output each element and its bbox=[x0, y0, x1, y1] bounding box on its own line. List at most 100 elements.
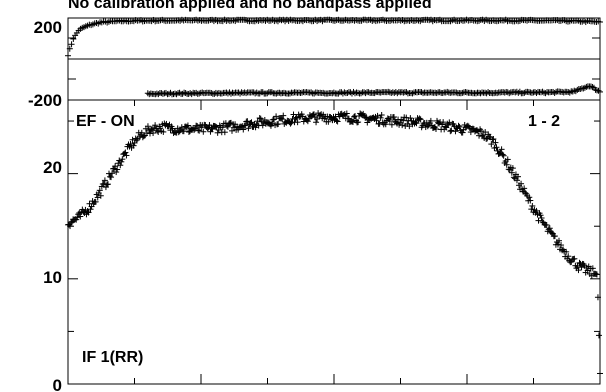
data-point bbox=[455, 122, 462, 129]
data-point bbox=[546, 225, 553, 232]
data-point bbox=[94, 194, 101, 201]
baseline-label: 1 - 2 bbox=[528, 113, 560, 130]
data-point bbox=[97, 192, 104, 199]
data-point bbox=[535, 217, 542, 224]
data-point bbox=[400, 89, 407, 96]
data-point bbox=[493, 144, 500, 151]
data-point bbox=[373, 117, 380, 124]
data-point bbox=[242, 122, 249, 129]
data-point bbox=[194, 122, 201, 129]
data-point bbox=[344, 89, 351, 96]
data-point bbox=[87, 206, 94, 213]
data-point bbox=[503, 161, 510, 168]
data-point bbox=[259, 89, 266, 96]
data-point bbox=[112, 163, 119, 170]
data-point bbox=[212, 123, 219, 130]
data-point bbox=[157, 125, 164, 132]
data-point bbox=[290, 111, 297, 118]
data-point bbox=[595, 332, 602, 339]
data-point bbox=[467, 129, 474, 136]
axis-ticks bbox=[67, 100, 601, 384]
data-point bbox=[477, 90, 484, 97]
data-point bbox=[427, 117, 434, 124]
data-point bbox=[595, 87, 602, 94]
data-point bbox=[140, 133, 147, 140]
data-point bbox=[407, 115, 414, 122]
data-point bbox=[589, 265, 596, 272]
data-point bbox=[127, 141, 134, 148]
data-point bbox=[527, 197, 534, 204]
data-point bbox=[343, 110, 350, 117]
data-point bbox=[533, 207, 540, 214]
data-point bbox=[374, 112, 381, 119]
data-point bbox=[196, 127, 203, 134]
data-point bbox=[311, 111, 318, 118]
data-point bbox=[218, 90, 225, 97]
data-point bbox=[313, 119, 320, 126]
data-point bbox=[264, 90, 271, 97]
data-point bbox=[244, 118, 251, 125]
data-point bbox=[224, 123, 231, 130]
data-point bbox=[280, 112, 287, 119]
data-point bbox=[388, 121, 395, 128]
data-point bbox=[444, 88, 451, 95]
data-point bbox=[533, 89, 540, 96]
data-point bbox=[509, 165, 516, 172]
data-point bbox=[482, 129, 489, 136]
data-point bbox=[529, 202, 536, 209]
data-point bbox=[554, 241, 561, 248]
data-point bbox=[118, 158, 125, 165]
data-point bbox=[320, 89, 327, 96]
data-point bbox=[206, 122, 213, 129]
data-point bbox=[406, 123, 413, 130]
phase-tick-label-bottom: -200 bbox=[28, 91, 62, 110]
data-point bbox=[574, 262, 581, 269]
data-point bbox=[526, 194, 533, 201]
data-point bbox=[109, 170, 116, 177]
data-point bbox=[432, 125, 439, 132]
data-point bbox=[555, 237, 562, 244]
data-point bbox=[377, 114, 384, 121]
data-point bbox=[490, 135, 497, 142]
data-point bbox=[593, 271, 600, 278]
data-point bbox=[403, 89, 410, 96]
data-point bbox=[498, 146, 505, 153]
data-point bbox=[514, 173, 521, 180]
data-point bbox=[184, 122, 191, 129]
data-point bbox=[334, 118, 341, 125]
data-point bbox=[209, 126, 216, 133]
data-point bbox=[376, 120, 383, 127]
data-point bbox=[195, 127, 202, 134]
data-point bbox=[65, 52, 71, 59]
chart-title: No calibration applied and no bandpass a… bbox=[68, 0, 432, 12]
data-point bbox=[150, 130, 157, 137]
data-point bbox=[279, 116, 286, 123]
data-point bbox=[68, 41, 75, 48]
data-point bbox=[521, 89, 528, 96]
data-point bbox=[362, 114, 369, 121]
data-point bbox=[571, 255, 578, 262]
data-point bbox=[522, 189, 529, 196]
data-point bbox=[113, 169, 120, 176]
data-point bbox=[254, 118, 261, 125]
data-point bbox=[160, 128, 167, 135]
data-point bbox=[350, 113, 357, 120]
data-point bbox=[492, 139, 499, 146]
data-point bbox=[365, 89, 372, 96]
data-point bbox=[108, 174, 115, 181]
data-point bbox=[499, 151, 506, 158]
data-point bbox=[483, 135, 490, 142]
data-point bbox=[119, 156, 126, 163]
data-point bbox=[447, 128, 454, 135]
data-point bbox=[92, 198, 99, 205]
data-point bbox=[152, 122, 159, 129]
data-point bbox=[311, 90, 318, 97]
data-point bbox=[314, 115, 321, 122]
data-point bbox=[500, 152, 507, 159]
data-point bbox=[348, 118, 355, 125]
data-point bbox=[594, 294, 601, 301]
data-point bbox=[543, 222, 550, 229]
data-point bbox=[488, 141, 495, 148]
data-point bbox=[416, 115, 423, 122]
data-point bbox=[412, 119, 419, 126]
